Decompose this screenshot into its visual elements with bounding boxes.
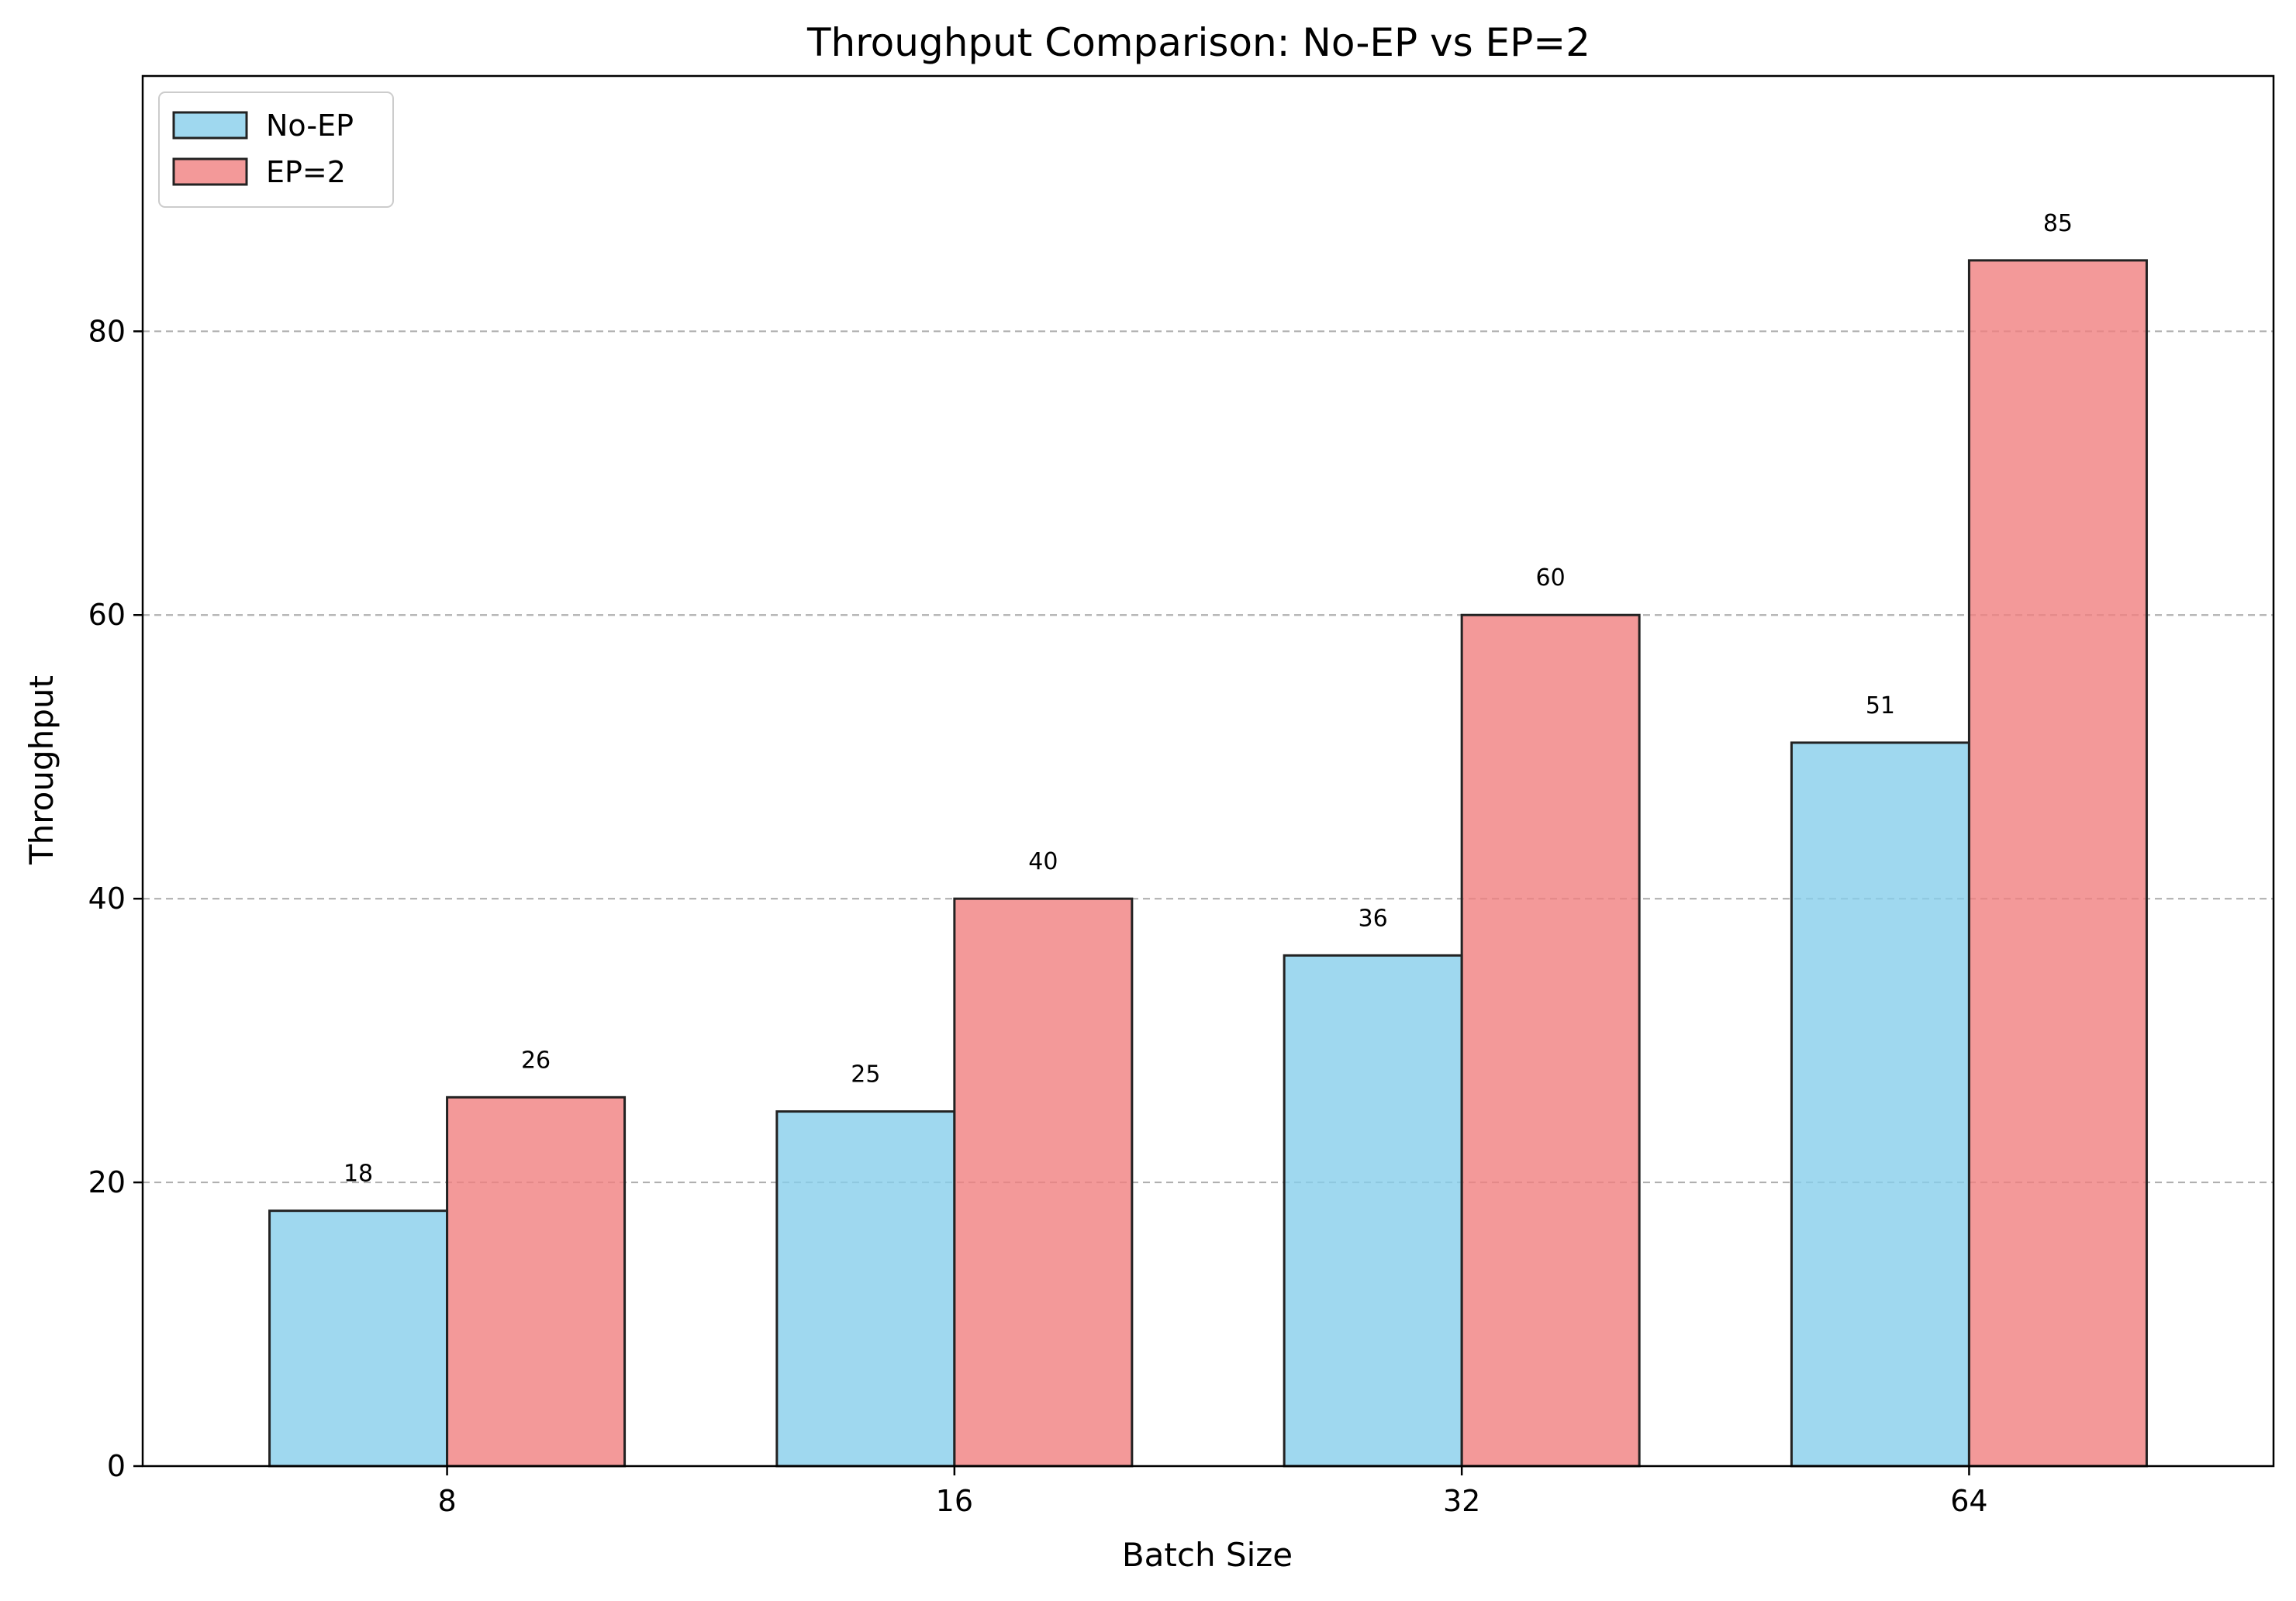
bar-no-ep-8 — [268, 1209, 449, 1468]
x-axis-label: Batch Size — [1122, 1536, 1293, 1574]
y-tick-label: 0 — [107, 1449, 126, 1483]
axes-layer: 0 20 40 60 80 8 16 32 64 — [88, 74, 2275, 1518]
chart-title: Throughput Comparison: No-EP vs EP=2 — [806, 20, 1590, 65]
y-axis-label: Throughput — [22, 675, 60, 865]
bar-ep-2-32 — [1460, 613, 1641, 1468]
x-tick-label: 32 — [1443, 1484, 1480, 1518]
data-label: 40 — [1028, 848, 1058, 875]
data-labels-layer: 18 25 36 51 26 40 60 85 — [344, 210, 2073, 1188]
bar-no-ep-64 — [1790, 741, 1970, 1468]
data-label: 85 — [2043, 210, 2073, 237]
data-label: 51 — [1866, 692, 1895, 719]
data-label: 26 — [521, 1047, 551, 1074]
legend: No-EP EP=2 — [158, 91, 394, 208]
data-label: 60 — [1536, 564, 1566, 592]
y-tick-label: 80 — [88, 314, 126, 348]
x-tick-label: 16 — [936, 1484, 973, 1518]
data-label: 25 — [851, 1061, 880, 1089]
y-tick-label: 40 — [88, 882, 126, 916]
legend-label: EP=2 — [266, 155, 346, 189]
data-label: 18 — [344, 1161, 373, 1188]
legend-label: No-EP — [266, 109, 354, 143]
legend-swatch — [172, 157, 248, 186]
data-label: 36 — [1359, 905, 1388, 932]
x-tick-label: 64 — [1950, 1484, 1987, 1518]
y-tick-label: 60 — [88, 598, 126, 632]
bar-no-ep-16 — [775, 1110, 956, 1468]
legend-swatch — [172, 111, 248, 140]
bar-ep-2-8 — [446, 1096, 627, 1468]
x-tick-label: 8 — [437, 1484, 456, 1518]
y-tick-label: 20 — [88, 1165, 126, 1199]
bar-ep-2-64 — [1967, 259, 2148, 1468]
bar-no-ep-32 — [1283, 954, 1463, 1468]
plot-frame — [141, 74, 2275, 1468]
bar-ep-2-16 — [953, 897, 1134, 1468]
